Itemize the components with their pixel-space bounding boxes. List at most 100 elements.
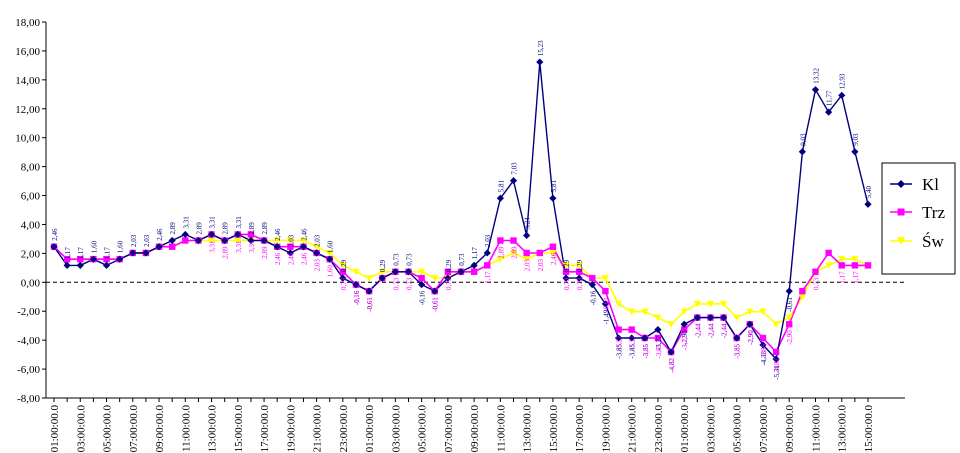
data-point-kl (851, 148, 859, 156)
data-label: 2,89 (511, 246, 519, 259)
data-label: 2,89 (248, 222, 256, 235)
data-point-kl (312, 249, 321, 257)
data-point-kl (102, 261, 111, 269)
y-tick-label: -6,00 (17, 364, 40, 376)
data-point-kl (785, 287, 793, 295)
data-point-trz (575, 268, 583, 275)
data-label: 9,03 (852, 133, 860, 146)
data-point-kl (588, 281, 596, 289)
data-label: 2,46 (274, 228, 282, 241)
legend-item-trz: Trz (890, 203, 945, 222)
series-line-Kl (53, 62, 869, 361)
data-label: 2,89 (169, 222, 177, 235)
data-point-kl (129, 249, 137, 257)
data-point-trz (799, 287, 806, 295)
data-point-trz (497, 237, 504, 244)
data-point-sw (352, 268, 360, 276)
y-tick-label: 12,00 (15, 104, 40, 116)
data-label: 2,46 (287, 252, 295, 265)
data-point-sw (523, 256, 531, 263)
x-tick-label: 13:00:00.0 (522, 405, 534, 453)
data-label: 2,89 (497, 246, 505, 259)
y-tick-label: 6,00 (21, 191, 41, 203)
data-label: 0,73 (563, 277, 571, 290)
data-label: 3,31 (235, 216, 243, 229)
data-point-kl (404, 268, 413, 276)
x-tick-label: 13:00:00.0 (837, 405, 849, 453)
data-point-kl (444, 274, 452, 282)
data-point-trz (339, 268, 347, 275)
data-label: -2,44 (721, 323, 729, 338)
data-point-kl (562, 274, 570, 282)
data-label: -0,16 (353, 290, 361, 305)
data-point-sw (378, 268, 386, 276)
x-tick-label: 23:00:00.0 (338, 405, 350, 453)
data-label: -3,27 (681, 335, 689, 350)
x-tick-label: 01:00:00.0 (49, 405, 61, 453)
data-label: -2,44 (707, 323, 715, 338)
data-label: 0,73 (445, 277, 453, 290)
data-point-trz (786, 321, 793, 328)
x-tick-label: 03:00:00.0 (390, 405, 402, 453)
data-point-kl (496, 194, 504, 202)
y-axis: -8,00 -6,00 -4,00 -2,00 0,00 2,00 4,00 6,00 8,00… (15, 17, 46, 405)
data-point-kl (247, 236, 255, 245)
data-point-trz (759, 334, 767, 342)
data-label: -3,85 (734, 343, 742, 358)
data-label: -2,44 (707, 323, 715, 338)
data-label: -4,82 (773, 358, 781, 373)
data-point-trz (63, 255, 71, 263)
data-point-trz (562, 268, 570, 275)
data-label: 1,17 (852, 271, 860, 284)
y-tick-label: 16,00 (15, 46, 40, 58)
data-point-sw (628, 308, 636, 316)
data-point-kl (654, 325, 662, 334)
data-point-kl (680, 320, 688, 328)
legend-item-kl: Kl (890, 175, 939, 194)
data-point-trz (838, 262, 845, 269)
data-label: -2,44 (721, 323, 729, 338)
x-tick-label: 05:00:00.0 (417, 405, 429, 453)
data-point-sw (719, 300, 728, 308)
data-point-sw (759, 308, 767, 316)
data-label: 1,17 (104, 247, 112, 260)
data-point-sw (299, 237, 308, 245)
data-point-trz (510, 237, 517, 244)
data-point-kl (63, 261, 71, 269)
data-point-trz (549, 243, 557, 250)
data-label: -2,90 (681, 330, 689, 345)
x-tick-label: 01:00:00.0 (364, 405, 376, 453)
data-label: 0,29 (576, 259, 584, 272)
x-tick-label: 09:00:00.0 (784, 405, 796, 453)
data-label: 1,17 (64, 247, 72, 260)
data-point-kl (706, 313, 715, 322)
data-label: -0,16 (353, 290, 361, 305)
data-label: -2,90 (747, 330, 755, 345)
x-tick-label: 15:00:00.0 (863, 405, 875, 453)
data-point-kl (339, 274, 347, 282)
data-point-sw (339, 262, 347, 269)
legend-marker-kl (897, 180, 905, 188)
y-tick-label: -4,00 (17, 335, 40, 347)
data-point-sw (706, 300, 715, 308)
x-tick-label: 09:00:00.0 (469, 405, 481, 453)
data-point-kl (273, 243, 281, 251)
series-markers (50, 58, 872, 363)
data-label: 0,73 (405, 277, 413, 290)
y-tick-label: -8,00 (17, 393, 40, 405)
data-point-sw (418, 268, 426, 276)
data-point-sw (549, 249, 557, 257)
data-label: 7,03 (511, 162, 519, 175)
data-point-kl (470, 261, 478, 269)
x-tick-label: 11:00:00.0 (180, 405, 192, 452)
x-tick-label: 21:00:00.0 (312, 405, 324, 453)
data-label: 2,89 (222, 222, 230, 235)
data-point-sw (785, 314, 793, 322)
data-point-kl (864, 200, 872, 208)
data-label: 2,46 (550, 252, 558, 265)
x-tick-label: 09:00:00.0 (154, 405, 166, 453)
data-point-kl (483, 249, 491, 257)
legend-box (881, 162, 956, 275)
data-label: -3,85 (629, 343, 637, 358)
data-point-sw (667, 321, 675, 328)
